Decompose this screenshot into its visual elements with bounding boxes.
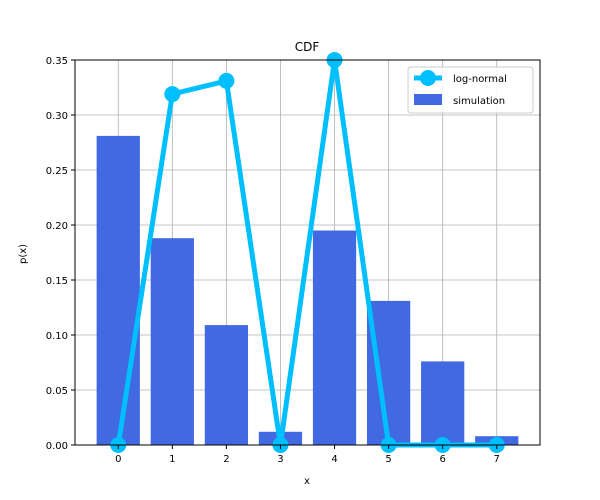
y-tick-label: 0.15 (46, 276, 68, 287)
log-normal-point (164, 86, 181, 103)
simulation-bar (421, 361, 465, 445)
y-tick-label: 0.25 (46, 166, 68, 177)
y-axis-label: p(x) (18, 244, 29, 264)
legend-label-simulation: simulation (453, 96, 505, 107)
legend-bar-swatch (414, 94, 442, 105)
x-tick-label: 4 (331, 454, 337, 465)
legend: log-normal simulation (407, 66, 534, 114)
log-normal-point (218, 72, 235, 89)
plot-frame (74, 59, 541, 446)
x-tick-label: 0 (115, 454, 121, 465)
y-tick-label: 0.05 (46, 386, 68, 397)
bar-series (96, 135, 519, 445)
y-tick-label: 0.00 (46, 441, 68, 452)
y-tick-label: 0.30 (46, 111, 68, 122)
simulation-bar (96, 135, 140, 445)
simulation-bar (312, 230, 357, 445)
x-tick-label: 7 (494, 454, 500, 465)
x-tick-label: 2 (223, 454, 229, 465)
x-tick-label: 1 (169, 454, 175, 465)
legend-label-log-normal: log-normal (453, 74, 507, 85)
x-tick-label: 3 (277, 454, 283, 465)
simulation-bar (204, 325, 249, 445)
simulation-bar (150, 238, 194, 445)
chart-title: CDF (295, 40, 320, 54)
y-axis-ticks: 0.00 0.05 0.10 0.15 0.20 0.25 0.30 0.35 (46, 56, 75, 452)
y-tick-label: 0.35 (46, 56, 68, 67)
x-tick-label: 6 (439, 454, 445, 465)
x-axis-ticks: 0 1 2 3 4 5 6 7 (115, 445, 500, 465)
x-tick-label: 5 (385, 454, 391, 465)
y-tick-label: 0.20 (46, 221, 68, 232)
y-tick-label: 0.10 (46, 331, 68, 342)
x-axis-label: x (304, 476, 310, 487)
legend-marker-swatch (420, 70, 436, 86)
